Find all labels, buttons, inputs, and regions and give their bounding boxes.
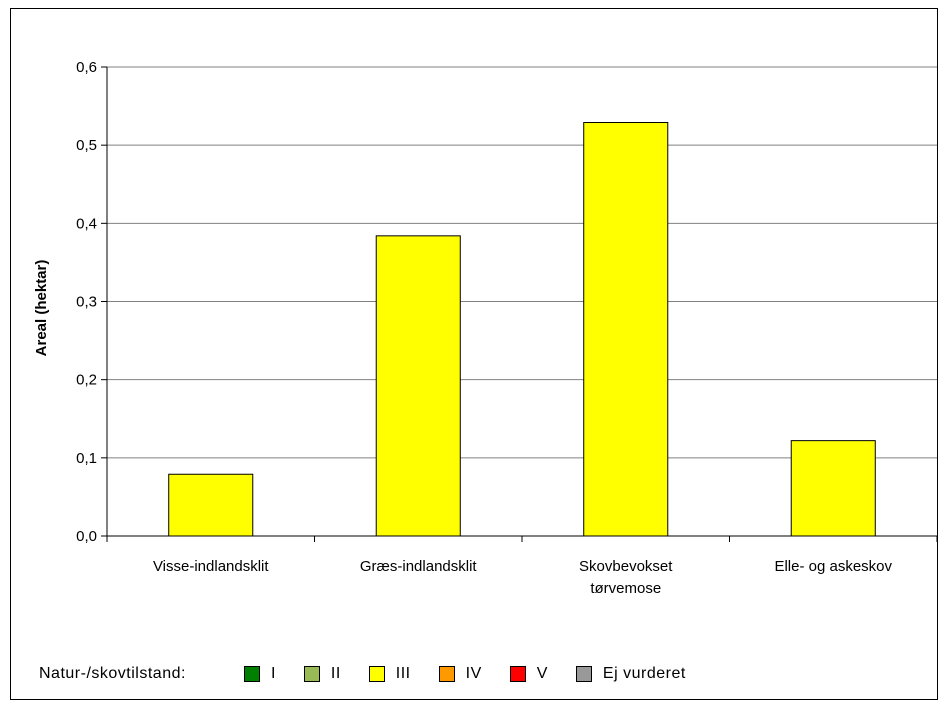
legend-items: I II III IV V Ej vurderet xyxy=(243,665,686,683)
y-tick-label: 0,6 xyxy=(76,59,97,76)
legend-item: IV xyxy=(438,665,482,683)
y-tick-label: 0,3 xyxy=(76,294,97,311)
y-tick-label: 0,2 xyxy=(76,372,97,389)
legend-item: III xyxy=(368,665,411,683)
x-category-label: Elle- og askeskov xyxy=(774,558,892,575)
bar xyxy=(375,235,461,537)
bar xyxy=(790,440,876,537)
chart-svg: 0,0 0,1 0,2 0,3 0,4 0,5 0,6 Visse-indlandsklit G… xyxy=(33,59,937,597)
legend-label: I xyxy=(270,665,276,682)
legend-swatch xyxy=(575,666,592,682)
legend-swatch xyxy=(509,666,526,682)
legend-swatch xyxy=(368,666,385,682)
y-tick-label: 0,5 xyxy=(76,137,97,154)
legend-item: Ej vurderet xyxy=(575,665,686,683)
labels: 0,0 0,1 0,2 0,3 0,4 0,5 0,6 Visse-indlandsklit G… xyxy=(76,59,892,597)
legend-label: III xyxy=(395,665,411,682)
y-axis-title: Areal (hektar) xyxy=(33,260,50,357)
legend-item: II xyxy=(303,665,341,683)
legend-swatch xyxy=(303,666,320,682)
legend-label: IV xyxy=(465,665,482,682)
x-category-label: tørvemose xyxy=(590,580,661,597)
bar xyxy=(583,121,669,537)
chart-frame: 0,0 0,1 0,2 0,3 0,4 0,5 0,6 Visse-indlandsklit G… xyxy=(10,8,938,700)
axes xyxy=(101,66,937,542)
grid-lines xyxy=(107,66,937,459)
x-category-label: Skovbevokset xyxy=(579,558,673,575)
legend-label: V xyxy=(536,665,548,682)
y-tick-label: 0,4 xyxy=(76,215,97,232)
legend-title: Natur-/skovtilstand: xyxy=(39,665,186,682)
legend: Natur-/skovtilstand: I II III IV V Ej vurdere… xyxy=(39,665,686,683)
legend-item: V xyxy=(509,665,548,683)
legend-label: II xyxy=(330,665,341,682)
legend-swatch xyxy=(438,666,455,682)
legend-item: I xyxy=(243,665,276,683)
bar xyxy=(168,473,254,537)
x-category-label: Græs-indlandsklit xyxy=(360,558,478,575)
y-tick-label: 0,1 xyxy=(76,450,97,467)
x-category-label: Visse-indlandsklit xyxy=(153,558,269,575)
legend-swatch xyxy=(243,666,260,682)
bars xyxy=(168,121,876,537)
y-tick-label: 0,0 xyxy=(76,528,97,545)
legend-label: Ej vurderet xyxy=(602,665,686,682)
